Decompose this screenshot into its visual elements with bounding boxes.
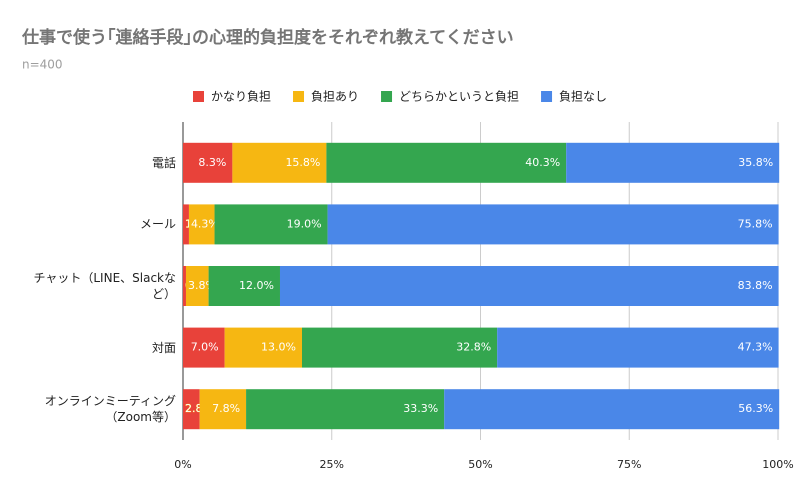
x-tick-label: 0%	[174, 458, 191, 471]
legend-label: 負担なし	[559, 90, 607, 104]
data-label: 32.8%	[456, 341, 491, 354]
bar-segment	[208, 266, 280, 306]
data-label: 15.8%	[285, 156, 320, 169]
legend-swatch	[541, 91, 553, 102]
y-tick-label: オンラインミーティング（Zoom等）	[44, 394, 176, 425]
data-label: 7.0%	[191, 341, 219, 354]
bar-segment	[326, 142, 567, 183]
y-tick-label: チャット（LINE、Slackなど）	[33, 271, 176, 301]
bar-segment	[185, 266, 209, 306]
data-label: 35.8%	[738, 156, 773, 169]
bar-segment	[183, 142, 233, 183]
data-label: 33.3%	[403, 402, 438, 415]
bar-segment	[279, 266, 779, 306]
bar-segment	[232, 142, 327, 183]
x-tick-label: 75%	[617, 458, 641, 471]
bar-segment	[183, 266, 186, 306]
data-label: 12.0%	[239, 279, 274, 292]
bar-segment	[183, 327, 225, 368]
data-label: 4.3%	[191, 217, 219, 230]
bar-segment	[214, 204, 328, 245]
bar-segment	[224, 327, 302, 368]
y-tick-label: 対面	[151, 340, 176, 355]
bar-segment	[444, 389, 780, 430]
legend-label: かなり負担	[211, 90, 271, 104]
bar-segment	[188, 204, 215, 245]
bar-segment	[199, 389, 247, 430]
y-tick-label: 電話	[151, 155, 176, 170]
bar-segment	[183, 204, 189, 245]
bar-segment	[327, 204, 779, 245]
chart-subtitle: n=400	[22, 58, 63, 72]
bar-segment	[246, 389, 445, 430]
legend-swatch	[193, 91, 204, 102]
data-label: 56.3%	[738, 402, 773, 415]
data-label: 83.8%	[738, 279, 773, 292]
bar-segment	[566, 142, 780, 183]
chart-title: 仕事で使う｢連絡手段｣の心理的負担度をそれぞれ教えてください	[21, 27, 514, 48]
bar-segment	[497, 327, 779, 368]
data-label: 75.8%	[738, 217, 773, 230]
data-label: 40.3%	[525, 156, 560, 169]
data-label: 13.0%	[261, 341, 296, 354]
legend-label: 負担あり	[311, 90, 359, 104]
legend-swatch	[293, 91, 305, 102]
y-tick-label: メール	[139, 217, 176, 232]
x-tick-label: 25%	[320, 458, 344, 471]
data-label: 19.0%	[287, 217, 322, 230]
x-tick-label: 100%	[762, 458, 793, 471]
x-tick-label: 50%	[468, 458, 492, 471]
data-label: 8.3%	[198, 156, 226, 169]
data-label: 47.3%	[738, 341, 773, 354]
bar-segment	[302, 327, 498, 368]
legend-label: どちらかというと負担	[399, 90, 519, 104]
data-label: 7.8%	[212, 402, 240, 415]
legend-swatch	[381, 91, 393, 102]
bar-segment	[183, 389, 200, 430]
